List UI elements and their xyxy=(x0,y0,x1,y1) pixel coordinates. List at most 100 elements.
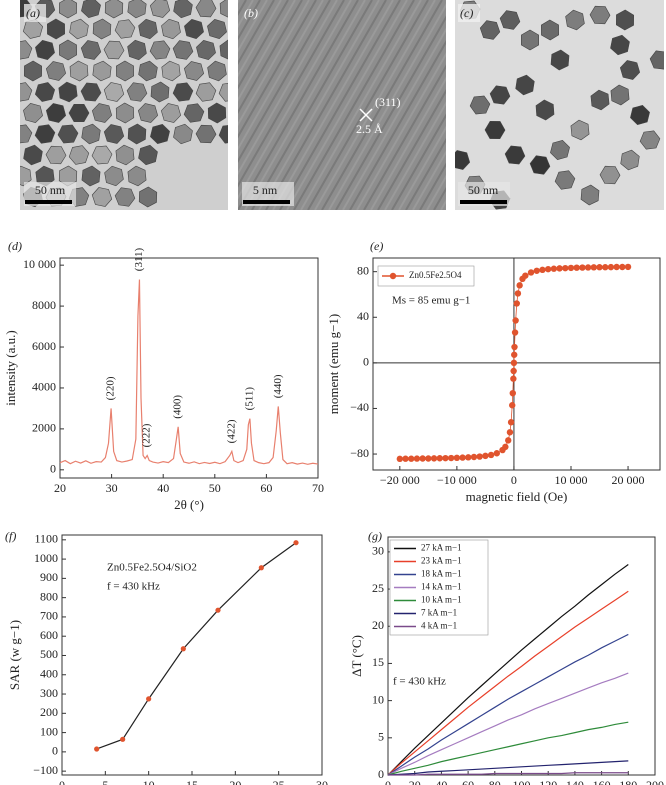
particle xyxy=(535,99,555,121)
x-tick-label: 30 xyxy=(106,481,118,495)
lattice-fringe xyxy=(272,0,394,210)
peak-label: (440) xyxy=(272,374,284,398)
x-tick-label: 60 xyxy=(462,778,474,785)
particle xyxy=(115,102,135,124)
lattice-fringe xyxy=(398,125,446,210)
y-tick-label: 8000 xyxy=(32,298,56,312)
x-tick-label: 200 xyxy=(646,778,664,785)
x-tick-label: 15 xyxy=(186,778,198,785)
point xyxy=(539,266,546,274)
lattice-fringe xyxy=(363,64,446,210)
panel-label: (e) xyxy=(370,239,383,253)
y-tick-label: 0 xyxy=(378,767,384,781)
particle xyxy=(479,20,501,40)
point xyxy=(510,375,517,382)
point xyxy=(502,443,509,451)
peak-label: (511) xyxy=(243,387,255,411)
particle xyxy=(92,60,112,82)
x-tick-label: 80 xyxy=(489,778,501,785)
y-tick-label: 100 xyxy=(40,724,58,738)
legend-label: Zn0.5Fe2.5O4 xyxy=(409,270,462,280)
particle xyxy=(565,9,585,31)
x-tick-label: 0 xyxy=(59,778,65,785)
x-tick-label: 0 xyxy=(385,778,391,785)
lattice-fringe xyxy=(335,15,446,210)
particle xyxy=(570,119,590,141)
particle xyxy=(23,60,43,82)
legend-label: 23 kA m−1 xyxy=(421,556,462,566)
lattice xyxy=(238,0,446,210)
lattice-fringe xyxy=(238,0,317,139)
y-tick-label: 0 xyxy=(50,462,56,476)
point xyxy=(505,437,512,444)
particle xyxy=(127,39,147,61)
particle xyxy=(103,124,125,144)
particle xyxy=(550,139,570,161)
particle xyxy=(520,29,540,51)
particle xyxy=(529,155,551,175)
legend-box xyxy=(377,265,475,287)
legend-label: 14 kA m−1 xyxy=(421,582,462,592)
x-axis-label: 2θ (°) xyxy=(174,497,204,512)
particle xyxy=(160,103,182,123)
particle xyxy=(150,123,170,145)
y-tick-label: 25 xyxy=(372,581,384,595)
line xyxy=(387,564,629,776)
lattice-fringe xyxy=(265,0,387,210)
scale-bar-label: 5 nm xyxy=(253,183,278,197)
point xyxy=(602,264,609,271)
particle xyxy=(20,124,33,144)
point xyxy=(510,367,517,375)
particle xyxy=(103,40,125,60)
lattice-fringe xyxy=(349,39,446,210)
point xyxy=(507,419,515,426)
x-tick-label: 140 xyxy=(566,778,584,785)
scale-bar-label: 50 nm xyxy=(468,183,499,197)
particle xyxy=(469,95,491,115)
label-bg xyxy=(458,4,480,22)
particle xyxy=(127,123,147,145)
x-tick-label: 25 xyxy=(273,778,285,785)
point xyxy=(419,455,426,462)
particle xyxy=(68,145,90,165)
particle xyxy=(80,40,102,60)
point xyxy=(550,265,558,272)
x-tick-label: 120 xyxy=(539,778,557,785)
point xyxy=(487,451,495,459)
particle xyxy=(484,120,506,140)
lattice-fringe xyxy=(321,0,443,210)
point xyxy=(562,264,569,272)
point xyxy=(215,607,221,613)
particle xyxy=(45,61,67,81)
y-tick-label: 4000 xyxy=(32,380,56,394)
x-tick-label: 20 xyxy=(54,481,66,495)
lattice-fringe xyxy=(238,0,352,200)
lattice-fringe xyxy=(244,0,366,210)
x-tick-label: 160 xyxy=(593,778,611,785)
particle xyxy=(550,49,570,71)
peak-label: (311) xyxy=(133,247,145,271)
legend-label: 27 kA m−1 xyxy=(421,543,462,553)
point xyxy=(511,329,519,336)
lattice-fringe xyxy=(238,0,275,66)
particle xyxy=(639,130,661,150)
lattice-fringe xyxy=(238,0,310,127)
point xyxy=(613,263,620,271)
lattice-fringe xyxy=(238,0,296,102)
peak-label: (400) xyxy=(172,395,184,419)
particle xyxy=(196,39,216,61)
particle xyxy=(58,0,78,19)
point xyxy=(425,455,432,462)
point xyxy=(607,263,615,271)
point xyxy=(533,267,540,274)
particle xyxy=(115,60,135,82)
particle xyxy=(207,60,227,82)
y-tick-label: 2000 xyxy=(32,421,56,435)
particle xyxy=(58,39,78,61)
y-tick-label: 700 xyxy=(40,609,58,623)
lattice-fringe xyxy=(286,0,408,210)
x-tick-label: 0 xyxy=(511,473,517,487)
line xyxy=(388,772,629,776)
lattice-fringe xyxy=(412,150,446,210)
